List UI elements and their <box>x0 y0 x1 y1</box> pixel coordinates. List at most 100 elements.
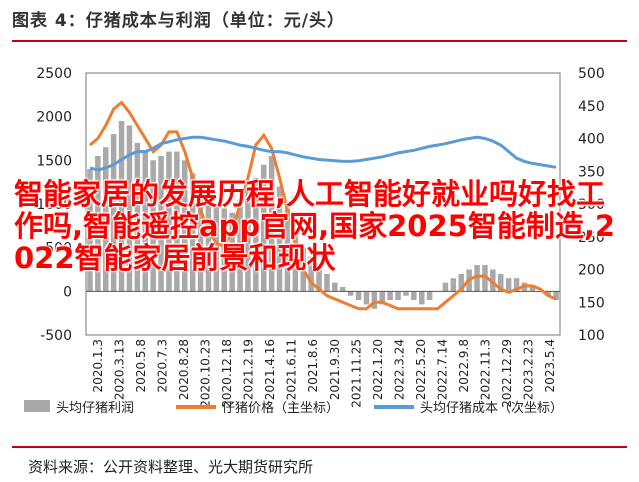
profit-bar <box>118 121 125 292</box>
overlay-text: 智能家居的发展历程,人工智能好就业吗好找工作吗,智能遥控app官网,国家2025… <box>14 177 616 275</box>
left-tick-label: 2500 <box>36 66 72 82</box>
x-axis-ticks: 2020.1.3 2020.3.13 2020.5.8 2020.7.3 2020.8.… <box>91 339 557 408</box>
x-tick-label: 2020.1.3 <box>91 339 105 392</box>
x-tick-label: 2020.5.8 <box>134 339 148 392</box>
profit-bar <box>324 273 330 292</box>
profit-bar <box>276 186 283 292</box>
legend-label: 头均仔猪成本（次坐标） <box>420 400 563 416</box>
right-axis-ticks: 100 150 200 250 300 350 400 450 500 <box>578 66 605 344</box>
top-divider <box>12 40 627 42</box>
profit-bar <box>261 164 267 292</box>
right-tick-label: 350 <box>578 164 605 180</box>
profit-bar <box>403 291 409 296</box>
x-tick-label: 2020.3.13 <box>112 339 126 400</box>
chart-title: 图表 4：仔猪成本与利润（单位：元/头） <box>12 11 345 31</box>
profit-bar <box>174 151 180 292</box>
legend-swatch-profit <box>24 400 50 412</box>
right-tick-label: 150 <box>578 295 605 311</box>
right-tick-label: 300 <box>578 197 605 213</box>
profit-bar <box>205 195 212 292</box>
left-tick-label: 500 <box>45 241 72 257</box>
legend-label: 头均仔猪利润 <box>56 401 134 416</box>
left-tick-label: -500 <box>40 328 72 344</box>
x-tick-label: 2023.5.4 <box>543 339 557 392</box>
left-tick-label: 1500 <box>36 153 72 169</box>
profit-bar <box>197 186 204 292</box>
right-tick-label: 500 <box>578 66 605 82</box>
profit-bar <box>426 291 433 300</box>
profit-bar <box>268 156 275 292</box>
profit-bar <box>498 273 504 292</box>
left-axis-ticks: -500 0 500 1000 1500 2000 2500 <box>36 66 72 344</box>
profit-bar <box>95 156 101 292</box>
profit-bar <box>482 265 488 292</box>
x-tick-label: 2022.1.20 <box>371 339 385 400</box>
profit-bar <box>474 265 480 292</box>
profit-bar <box>411 291 417 300</box>
profit-bar <box>490 269 496 292</box>
right-tick-label: 450 <box>578 99 605 115</box>
left-tick-label: 1000 <box>36 197 72 213</box>
x-tick-label: 2022.7.14 <box>436 339 450 400</box>
profit-bar <box>284 208 291 292</box>
profit-bar <box>229 212 235 292</box>
price-line <box>89 100 557 311</box>
profit-bar <box>182 160 188 292</box>
profit-bar <box>545 291 551 296</box>
profit-bar <box>442 282 449 292</box>
cost-line <box>89 135 557 172</box>
x-tick-label: 2021.6.11 <box>285 339 299 400</box>
right-tick-label: 400 <box>578 132 605 148</box>
profit-bar <box>221 208 227 292</box>
chart: -500 0 500 1000 1500 2000 2500 100 150 200 250 300… <box>24 66 605 416</box>
x-tick-label: 2020.10.23 <box>199 339 213 408</box>
x-tick-label: 2022.9.8 <box>457 339 471 392</box>
profit-bar <box>355 291 362 300</box>
profit-bar <box>347 291 354 296</box>
x-tick-label: 2023.2.23 <box>522 339 536 400</box>
left-tick-label: 2000 <box>36 110 72 126</box>
legend-label: 仔猪价格（主坐标） <box>222 400 339 416</box>
profit-bar <box>379 291 385 305</box>
source-note: 资料来源：公开资料整理、光大期货研究所 <box>28 458 314 476</box>
legend: 头均仔猪利润 仔猪价格（主坐标） 头均仔猪成本（次坐标） <box>24 400 563 416</box>
x-tick-label: 2021.9.30 <box>328 339 342 400</box>
profit-bar <box>458 273 464 292</box>
profit-bar <box>134 142 141 292</box>
plot-frame <box>85 72 561 336</box>
right-tick-label: 100 <box>578 328 605 344</box>
profit-bar <box>553 291 559 300</box>
x-tick-label: 2022.12.29 <box>500 339 514 408</box>
right-tick-label: 200 <box>578 263 605 279</box>
profit-bar <box>363 291 370 305</box>
profit-bar <box>387 291 393 300</box>
x-tick-label: 2020.8.28 <box>177 339 191 400</box>
profit-bar <box>308 256 314 292</box>
profit-bar <box>505 278 512 292</box>
x-tick-label: 2022.5.20 <box>414 339 428 400</box>
profit-bar <box>213 204 220 292</box>
profit-bar <box>371 291 378 309</box>
x-tick-label: 2021.8.6 <box>306 339 320 392</box>
x-tick-label: 2020.12.18 <box>220 339 234 408</box>
x-tick-label: 2021.11.25 <box>349 339 363 408</box>
profit-bar <box>340 287 346 292</box>
profit-bar <box>419 291 425 305</box>
profit-bar <box>189 173 196 292</box>
profit-bar <box>126 125 133 292</box>
profit-bar <box>513 278 520 292</box>
profit-bar <box>253 177 259 292</box>
x-tick-label: 2022.11.3 <box>479 339 493 400</box>
profit-bar <box>316 265 322 292</box>
profit-bar <box>150 160 156 292</box>
profit-bar <box>110 134 117 292</box>
profit-bar <box>450 278 457 292</box>
x-tick-label: 2021.4.16 <box>263 339 277 400</box>
x-tick-label: 2020.7.3 <box>155 339 169 392</box>
profit-bar <box>245 186 251 292</box>
profit-bar <box>142 151 148 292</box>
profit-bar <box>166 151 172 292</box>
x-tick-label: 2022.3.24 <box>392 339 406 400</box>
profit-bar <box>395 291 401 300</box>
bottom-divider <box>12 446 627 448</box>
